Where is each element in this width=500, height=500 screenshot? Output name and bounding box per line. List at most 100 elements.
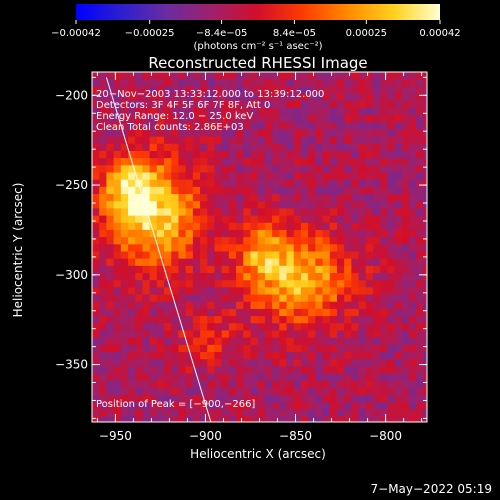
heatmap-pixel [394, 416, 403, 422]
heatmap-pixel [149, 395, 158, 403]
heatmap-pixel [401, 366, 410, 375]
heatmap-pixel [423, 186, 427, 195]
heatmap-pixel [351, 100, 360, 109]
heatmap-pixel [236, 158, 244, 166]
heatmap-pixel [257, 323, 266, 332]
heatmap-pixel [408, 179, 417, 188]
heatmap-pixel [308, 179, 316, 188]
heatmap-pixel [358, 330, 367, 339]
heatmap-pixel [99, 107, 107, 116]
heatmap-pixel [416, 143, 424, 152]
heatmap-pixel [365, 380, 374, 389]
heatmap-pixel [329, 316, 338, 324]
heatmap-pixel [286, 380, 295, 389]
heatmap-pixel [344, 373, 352, 382]
heatmap-pixel [401, 186, 410, 195]
heatmap-pixel [113, 208, 122, 217]
heatmap-pixel [329, 273, 338, 281]
heatmap-pixel [228, 380, 237, 389]
heatmap-pixel [358, 359, 367, 367]
heatmap-pixel [142, 409, 151, 418]
heatmap-pixel [315, 273, 324, 281]
heatmap-pixel [236, 287, 244, 296]
heatmap-pixel [293, 395, 302, 403]
heatmap-pixel [128, 366, 136, 375]
heatmap-pixel [308, 222, 316, 231]
heatmap-pixel [286, 86, 295, 95]
heatmap-pixel [344, 201, 352, 210]
heatmap-pixel [192, 409, 201, 418]
heatmap-pixel [221, 380, 230, 389]
heatmap-pixel [149, 215, 158, 224]
heatmap-pixel [250, 416, 259, 422]
heatmap-pixel [92, 366, 100, 375]
heatmap-pixel [200, 301, 208, 310]
heatmap-pixel [322, 251, 331, 260]
heatmap-pixel [113, 100, 122, 109]
heatmap-pixel [171, 416, 180, 422]
heatmap-pixel [236, 208, 244, 217]
heatmap-pixel [293, 222, 302, 231]
heatmap-pixel [135, 179, 144, 188]
heatmap-pixel [264, 366, 273, 375]
heatmap-pixel [142, 201, 151, 210]
heatmap-pixel [387, 79, 396, 87]
heatmap-pixel [149, 287, 158, 296]
heatmap-pixel [300, 352, 309, 360]
heatmap-pixel [243, 222, 252, 231]
heatmap-pixel [113, 186, 122, 195]
heatmap-pixel [113, 229, 122, 238]
heatmap-pixel [257, 344, 266, 353]
heatmap-pixel [221, 129, 230, 138]
heatmap-pixel [372, 229, 381, 238]
heatmap-pixel [120, 316, 129, 324]
heatmap-pixel [322, 222, 331, 231]
heatmap-pixel [264, 337, 273, 346]
heatmap-pixel [192, 244, 201, 253]
heatmap-pixel [99, 402, 107, 411]
heatmap-pixel [221, 172, 230, 181]
heatmap-pixel [365, 222, 374, 231]
heatmap-pixel [200, 158, 208, 166]
heatmap-pixel [128, 129, 136, 138]
heatmap-pixel [221, 308, 230, 317]
heatmap-pixel [300, 251, 309, 260]
heatmap-pixel [315, 150, 324, 159]
heatmap-pixel [286, 344, 295, 353]
heatmap-pixel [423, 402, 427, 411]
heatmap-pixel [113, 143, 122, 152]
heatmap-pixel [99, 115, 107, 123]
heatmap-pixel [192, 402, 201, 411]
heatmap-pixel [92, 273, 100, 281]
heatmap-pixel [344, 165, 352, 174]
heatmap-pixel [380, 201, 388, 210]
heatmap-pixel [329, 122, 338, 131]
heatmap-pixel [236, 359, 244, 367]
heatmap-pixel [300, 107, 309, 116]
heatmap-pixel [408, 287, 417, 296]
heatmap-pixel [192, 294, 201, 303]
heatmap-pixel [92, 308, 100, 317]
heatmap-pixel [264, 359, 273, 367]
heatmap-pixel [207, 258, 216, 267]
heatmap-pixel [286, 100, 295, 109]
heatmap-pixel [164, 395, 172, 403]
heatmap-pixel [279, 158, 288, 166]
heatmap-pixel [128, 287, 136, 296]
heatmap-pixel [99, 93, 107, 102]
heatmap-pixel [92, 129, 100, 138]
heatmap-pixel [243, 143, 252, 152]
heatmap-pixel [401, 150, 410, 159]
heatmap-pixel [156, 129, 165, 138]
heatmap-pixel [322, 409, 331, 418]
heatmap-pixel [128, 380, 136, 389]
heatmap-pixel [279, 258, 288, 267]
heatmap-pixel [408, 316, 417, 324]
heatmap-pixel [394, 352, 403, 360]
heatmap-pixel [135, 136, 144, 145]
heatmap-pixel [236, 258, 244, 267]
heatmap-pixel [99, 229, 107, 238]
heatmap-pixel [344, 294, 352, 303]
heatmap-pixel [322, 107, 331, 116]
heatmap-pixel [200, 344, 208, 353]
